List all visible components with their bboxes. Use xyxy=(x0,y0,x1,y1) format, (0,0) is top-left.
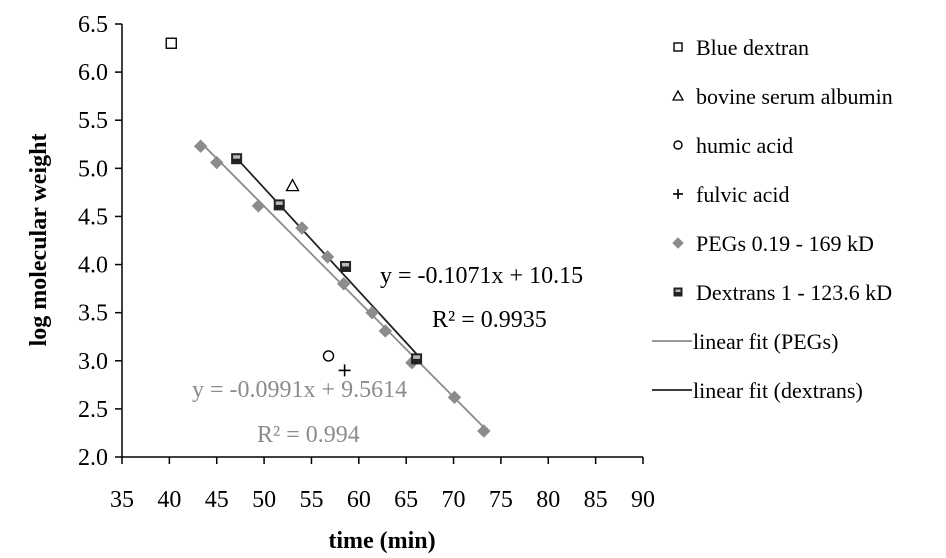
legend-item: bovine serum albumin xyxy=(671,84,893,109)
blue-dextran-point xyxy=(165,37,177,49)
legend-label: fulvic acid xyxy=(696,182,789,207)
peg-point xyxy=(320,250,335,264)
y-tick-label: 6.5 xyxy=(78,12,108,38)
x-tick-label: 50 xyxy=(252,487,276,513)
legend-marker xyxy=(673,42,683,52)
x-tick-label: 90 xyxy=(631,487,655,513)
dextran-point xyxy=(340,260,352,272)
x-tick-label: 70 xyxy=(442,487,466,513)
peg-point xyxy=(365,305,379,320)
peg-point xyxy=(193,139,208,153)
peg-point xyxy=(251,199,266,213)
peg-point xyxy=(447,390,462,405)
y-tick-label: 2.0 xyxy=(78,445,108,471)
dextran-point xyxy=(273,199,285,211)
legend-marker xyxy=(671,89,685,101)
x-tick-label: 85 xyxy=(584,487,608,513)
legend-label: linear fit (PEGs) xyxy=(693,329,838,354)
bsa-point xyxy=(285,178,300,192)
legend-label: Dextrans 1 - 123.6 kD xyxy=(696,280,892,305)
x-tick-label: 60 xyxy=(347,487,371,513)
x-tick-label: 65 xyxy=(394,487,418,513)
pegs-fit-r2: R² = 0.994 xyxy=(257,422,360,448)
legend-label: humic acid xyxy=(696,133,793,158)
fulvic-acid-point xyxy=(338,364,351,377)
legend-label: PEGs 0.19 - 169 kD xyxy=(696,231,874,256)
peg-point xyxy=(336,277,351,291)
peg-point xyxy=(295,221,309,235)
x-tick-label: 75 xyxy=(489,487,513,513)
dextrans-fit-r2: R² = 0.9935 xyxy=(432,307,547,333)
legend-item: Blue dextran xyxy=(673,35,809,60)
y-tick-label: 4.5 xyxy=(78,204,108,230)
x-tick-label: 55 xyxy=(299,487,323,513)
legend-item: linear fit (PEGs) xyxy=(652,329,838,354)
legend-marker xyxy=(673,140,683,150)
dextran-point xyxy=(231,153,243,165)
legend-label: Blue dextran xyxy=(696,35,809,60)
peg-point xyxy=(477,424,491,438)
y-tick-label: 4.0 xyxy=(78,253,108,279)
legend-label: linear fit (dextrans) xyxy=(693,378,863,403)
data-points xyxy=(165,37,491,438)
legend-marker xyxy=(673,189,683,199)
x-tick-label: 40 xyxy=(157,487,181,513)
dextrans-fit-equation: y = -0.1071x + 10.15 xyxy=(380,263,583,289)
x-tick-label: 35 xyxy=(110,487,134,513)
x-tick-label: 80 xyxy=(536,487,560,513)
dextran-point xyxy=(411,353,423,365)
x-ticks: 35 40 45 50 55 60 65 70 75 80 85 90 xyxy=(110,457,655,513)
y-tick-label: 3.5 xyxy=(78,301,108,327)
y-axis-title: log molecular weight xyxy=(26,134,52,347)
legend-item: humic acid xyxy=(673,133,793,158)
legend-marker xyxy=(673,287,683,297)
y-tick-label: 5.0 xyxy=(78,156,108,182)
x-tick-label: 45 xyxy=(205,487,229,513)
legend: Blue dextran bovine serum albumin humic ac… xyxy=(652,35,893,403)
legend-marker xyxy=(672,237,684,249)
humic-acid-point xyxy=(322,350,335,362)
y-tick-label: 5.5 xyxy=(78,108,108,134)
y-tick-label: 6.0 xyxy=(78,60,108,86)
y-ticks: 2.0 2.5 3.0 3.5 4.0 4.5 5.0 5.5 6.0 6.5 xyxy=(78,12,122,471)
legend-item: Dextrans 1 - 123.6 kD xyxy=(673,280,892,305)
legend-item: fulvic acid xyxy=(673,182,789,207)
y-tick-label: 2.5 xyxy=(78,397,108,423)
peg-point xyxy=(378,324,393,338)
y-tick-label: 3.0 xyxy=(78,349,108,375)
plot-area: 35 40 45 50 55 60 65 70 75 80 85 90 2.0 2.5 3.0 3.5 4.0… xyxy=(26,12,655,554)
legend-item: PEGs 0.19 - 169 kD xyxy=(672,231,874,256)
peg-point xyxy=(210,155,224,170)
pegs-fit-equation: y = -0.0991x + 9.5614 xyxy=(192,377,407,403)
x-axis-title: time (min) xyxy=(328,528,435,554)
legend-item: linear fit (dextrans) xyxy=(652,378,863,403)
legend-label: bovine serum albumin xyxy=(696,84,893,109)
